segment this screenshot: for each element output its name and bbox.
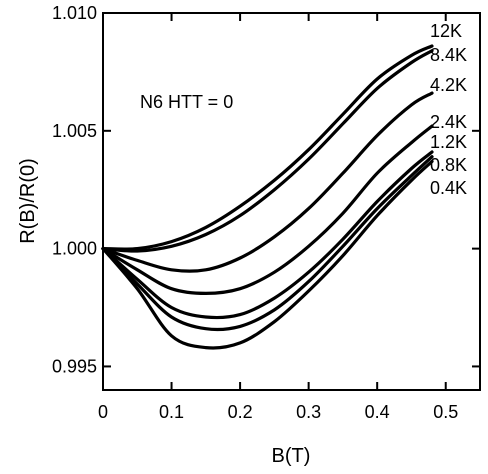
x-tick-label: 0.5	[433, 402, 458, 422]
curve-label: 1.2K	[430, 132, 467, 152]
series-line-2	[101, 91, 434, 273]
chart-annotation: N6 HTT = 0	[140, 92, 233, 112]
series-line-6	[101, 159, 434, 350]
y-tick-label: 1.005	[52, 121, 97, 141]
curve-label: 8.4K	[430, 45, 467, 65]
x-axis: 0 0.1 0.2 0.3 0.4 0.5	[98, 13, 458, 422]
series-line-0	[101, 44, 434, 251]
curve-label: 0.4K	[430, 178, 467, 198]
curve-label: 0.8K	[430, 155, 467, 175]
curve-label: 12K	[430, 21, 462, 41]
series-group	[101, 44, 434, 350]
x-tick-label: 0.1	[159, 402, 184, 422]
x-tick-label: 0.4	[365, 402, 390, 422]
y-tick-label: 0.995	[52, 356, 97, 376]
curve-labels: 12K 8.4K 4.2K 2.4K1.2K 0.8K 0.4K	[430, 21, 467, 198]
curve-label: 2.4K	[430, 112, 467, 132]
x-tick-label: 0.2	[228, 402, 253, 422]
curve-label: 4.2K	[430, 75, 467, 95]
plot-frame	[102, 12, 481, 391]
y-axis: 0.995 1.000 1.005 1.010	[52, 3, 480, 376]
series-line-1	[101, 49, 434, 253]
y-axis-label: R(B)/R(0)	[17, 158, 39, 244]
series-line-5	[101, 155, 434, 332]
y-tick-label: 1.000	[52, 239, 97, 259]
x-tick-label: 0.3	[296, 402, 321, 422]
y-tick-label: 1.010	[52, 3, 97, 23]
x-axis-label: B(T)	[272, 445, 311, 467]
series-line-3	[101, 124, 434, 295]
x-tick-label: 0	[98, 402, 108, 422]
series-line-4	[101, 150, 434, 320]
